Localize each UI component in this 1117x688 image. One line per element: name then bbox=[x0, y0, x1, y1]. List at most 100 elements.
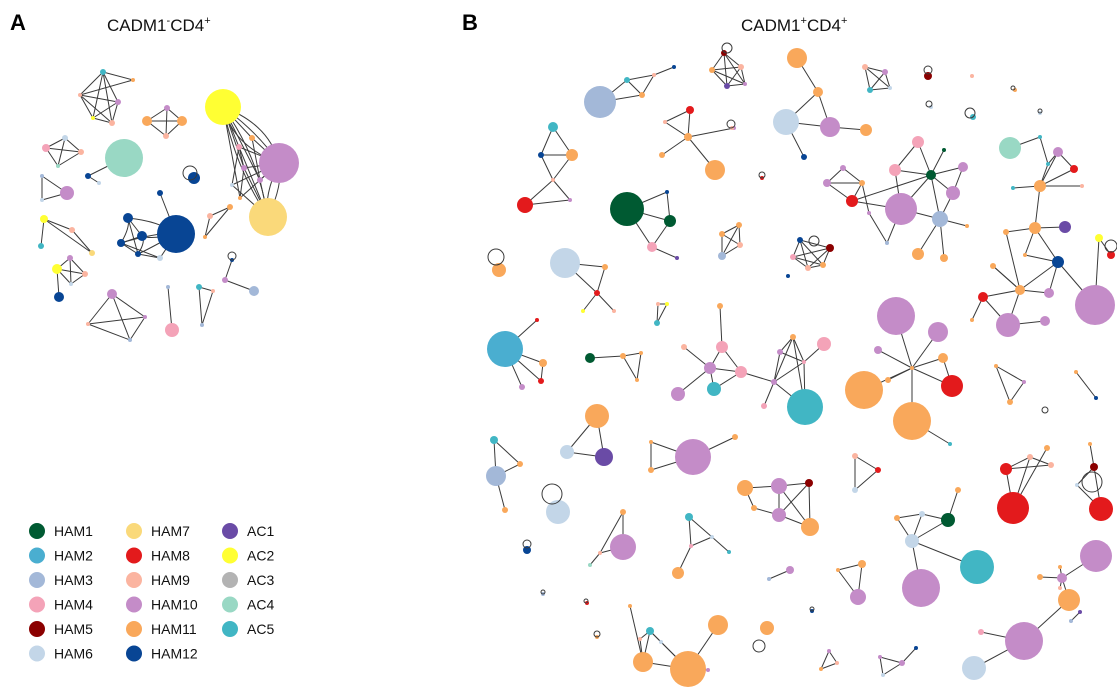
panel-b-node bbox=[751, 505, 757, 511]
panel-a-node bbox=[166, 285, 170, 289]
panel-a-node bbox=[60, 186, 74, 200]
panel-b-edge bbox=[664, 109, 691, 123]
panel-b-edge bbox=[792, 256, 809, 269]
panel-b-node bbox=[672, 65, 676, 69]
panel-b-self-loop bbox=[925, 100, 933, 108]
panel-b-edge bbox=[540, 126, 554, 156]
panel-b-edge bbox=[879, 656, 903, 664]
panel-b-node bbox=[817, 337, 831, 351]
panel-a-node bbox=[69, 282, 73, 286]
panel-b-node bbox=[584, 86, 616, 118]
panel-b-edge bbox=[711, 69, 746, 85]
panel-b-edge bbox=[828, 650, 838, 664]
panel-a-self-loop bbox=[182, 165, 198, 181]
panel-b-node bbox=[685, 513, 693, 521]
panel-a-edges bbox=[40, 71, 281, 341]
panel-b-node bbox=[997, 492, 1029, 524]
legend-swatch-ham11 bbox=[126, 621, 142, 637]
panel-b-node bbox=[805, 265, 811, 271]
panel-a-edge bbox=[238, 146, 245, 169]
panel-b-node bbox=[620, 353, 626, 359]
panel-b-edge bbox=[493, 439, 521, 465]
panel-b-node bbox=[1015, 285, 1025, 295]
panel-b-self-loop bbox=[1010, 85, 1016, 91]
panel-b-edge bbox=[636, 352, 642, 381]
panel-a-node bbox=[91, 116, 95, 120]
panel-b-edge bbox=[842, 167, 863, 184]
panel-b-node bbox=[647, 242, 657, 252]
panel-b-self-loop bbox=[726, 119, 736, 129]
panel-b-node bbox=[710, 535, 714, 539]
panel-b-node bbox=[1059, 221, 1071, 233]
panel-b-edge bbox=[982, 289, 1021, 298]
panel-b-edge bbox=[837, 563, 863, 571]
legend-swatch-ham1 bbox=[29, 523, 45, 539]
panel-a-edge bbox=[92, 101, 119, 119]
panel-b-node bbox=[919, 511, 925, 517]
panel-b-edge bbox=[799, 239, 831, 249]
panel-b-node bbox=[941, 513, 955, 527]
panel-a-edge bbox=[79, 94, 119, 103]
panel-b-node bbox=[777, 349, 783, 355]
panel-b-edge bbox=[1029, 456, 1052, 466]
panel-b-node bbox=[958, 162, 968, 172]
panel-b-node bbox=[1029, 222, 1041, 234]
panel-b-edge bbox=[1034, 227, 1059, 263]
panel-b-node bbox=[1069, 619, 1073, 623]
panel-b-node bbox=[932, 211, 948, 227]
legend-swatch-ham12 bbox=[126, 645, 142, 662]
panel-a-node bbox=[236, 144, 242, 150]
panel-b-edge bbox=[896, 513, 923, 519]
legend-swatch-ham6 bbox=[29, 645, 45, 662]
panel-b-node bbox=[610, 534, 636, 560]
panel-b-node bbox=[845, 371, 883, 409]
panel-b-node bbox=[675, 439, 711, 475]
panel-b-node bbox=[1095, 234, 1103, 242]
panel-b-node bbox=[598, 551, 602, 555]
panel-b-node bbox=[840, 165, 846, 171]
panel-b-edge bbox=[792, 256, 824, 266]
panel-b-self-loop bbox=[1104, 239, 1117, 253]
panel-b-node bbox=[743, 82, 747, 86]
panel-b-self-loop bbox=[752, 639, 766, 653]
panel-a-node bbox=[207, 213, 213, 219]
panel-a-edge bbox=[127, 217, 139, 255]
panel-b-node bbox=[846, 195, 858, 207]
panel-b-node bbox=[635, 378, 639, 382]
panel-b-node bbox=[1052, 256, 1064, 268]
legend-label-ham5: HAM5 bbox=[54, 621, 93, 637]
panel-a-node bbox=[42, 144, 50, 152]
panel-b-node bbox=[938, 353, 948, 363]
panel-b-node bbox=[819, 667, 823, 671]
panel-b-node bbox=[787, 389, 823, 425]
panel-b-node bbox=[889, 164, 901, 176]
panel-a-node bbox=[230, 183, 234, 187]
panel-b-edge bbox=[721, 224, 740, 235]
panel-b-edge bbox=[868, 212, 888, 244]
panel-b-node bbox=[894, 515, 900, 521]
panel-b-node bbox=[948, 442, 952, 446]
panel-a-edge bbox=[111, 293, 146, 318]
legend-label-ac1: AC1 bbox=[247, 523, 274, 539]
panel-b-edge bbox=[687, 109, 691, 138]
panel-b-node bbox=[1058, 589, 1080, 611]
panel-b-node bbox=[790, 334, 796, 340]
legend-swatch-ham2 bbox=[29, 547, 45, 564]
panel-b-node bbox=[1022, 380, 1026, 384]
panel-b-edge bbox=[626, 79, 643, 96]
panel-b-node bbox=[1058, 565, 1062, 569]
panel-b-edge bbox=[779, 351, 805, 363]
legend-label-ac2: AC2 bbox=[247, 548, 274, 564]
panel-b-node bbox=[566, 149, 578, 161]
panel-a-edge bbox=[40, 218, 45, 247]
panel-b-edge bbox=[723, 52, 742, 68]
panel-b-node bbox=[1080, 540, 1112, 572]
panel-a-edge bbox=[102, 71, 113, 124]
panel-a-node bbox=[109, 120, 115, 126]
panel-a-node bbox=[157, 255, 163, 261]
legend-swatch-ham9 bbox=[126, 572, 142, 588]
panel-b-edge bbox=[1009, 381, 1025, 403]
panel-b-node bbox=[737, 242, 743, 248]
panel-b-edge bbox=[882, 662, 903, 676]
panel-b-node bbox=[709, 67, 715, 73]
